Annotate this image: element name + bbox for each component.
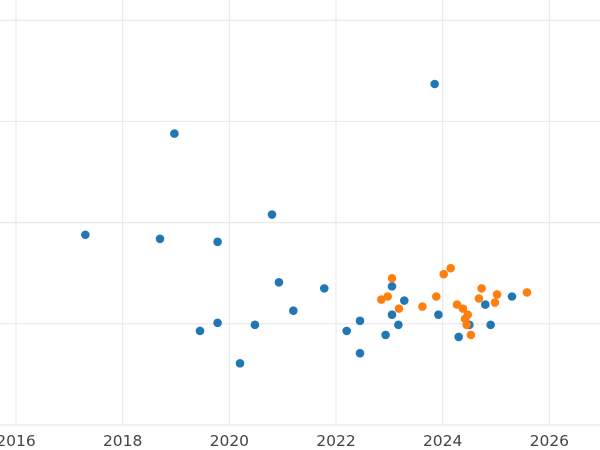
scatter-point	[466, 330, 476, 340]
scatter-point	[454, 332, 463, 342]
grid	[0, 0, 600, 426]
scatter-point	[446, 263, 455, 273]
scatter-point	[377, 295, 386, 304]
scatter-point	[387, 273, 397, 283]
scatter-point	[462, 320, 471, 330]
scatter-point	[463, 310, 473, 320]
scatter-point	[481, 300, 490, 309]
scatter-point	[394, 320, 403, 330]
x-tick-label: 2018	[103, 432, 142, 450]
scatter-point	[477, 284, 486, 293]
scatter-point	[490, 298, 500, 307]
scatter-point	[458, 304, 468, 313]
scatter-point	[430, 79, 439, 89]
scatter-point	[355, 316, 365, 326]
scatter-point	[274, 278, 284, 287]
scatter-point	[342, 326, 351, 336]
scatter-point	[195, 326, 205, 336]
scatter-point	[213, 318, 222, 328]
scatter-point	[250, 320, 260, 330]
x-tick-label: 2026	[530, 432, 569, 450]
scatter-point	[394, 304, 404, 313]
x-tick-label: 2016	[0, 432, 36, 450]
scatter-point	[418, 302, 427, 311]
x-tick-label: 2024	[423, 432, 462, 450]
scatter-point	[522, 288, 532, 297]
scatter-point	[439, 269, 449, 279]
scatter-point	[399, 296, 409, 305]
data-points	[81, 79, 532, 368]
scatter-point	[474, 294, 484, 303]
scatter-point	[387, 282, 397, 291]
scatter-point	[267, 210, 277, 219]
scatter-point	[434, 310, 443, 320]
scatter-point	[486, 320, 495, 330]
scatter-point	[355, 348, 365, 358]
scatter-point	[289, 306, 298, 315]
x-tick-label: 2022	[316, 432, 355, 450]
x-axis-ticks: 2016 2018 2020 2022 2024 2026	[0, 432, 569, 450]
scatter-point	[381, 330, 390, 340]
scatter-point	[319, 284, 329, 293]
x-tick-label: 2020	[210, 432, 249, 450]
scatter-point	[155, 234, 165, 244]
scatter-point	[213, 237, 222, 247]
scatter-point	[387, 310, 397, 320]
scatter-point	[431, 292, 441, 301]
scatter-point	[170, 129, 179, 138]
scatter-point	[235, 358, 245, 368]
scatter-point	[492, 290, 502, 299]
scatter-point	[507, 292, 517, 301]
scatter-point	[81, 230, 90, 240]
scatter-point	[383, 292, 393, 301]
